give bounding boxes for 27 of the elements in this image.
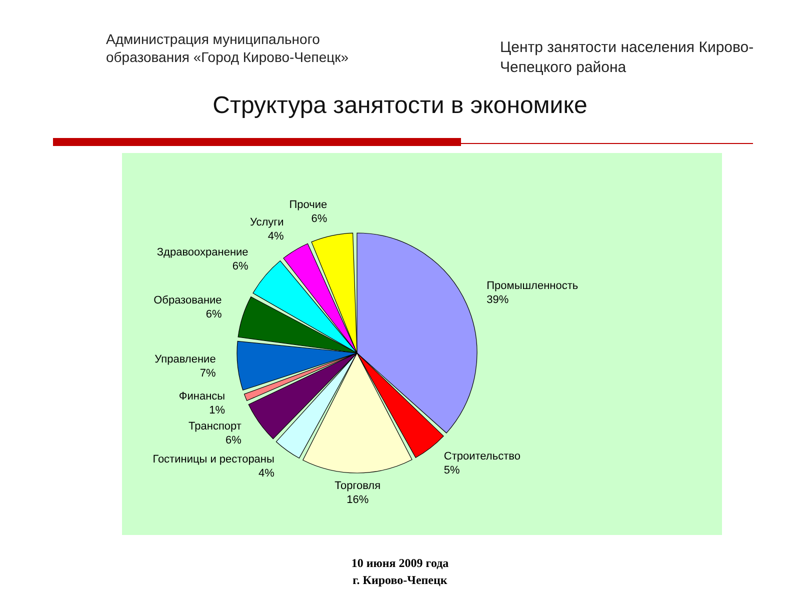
chart-title: Структура занятости в экономике xyxy=(212,92,588,120)
slice-label: Прочие xyxy=(289,199,328,212)
data-label: 4% xyxy=(268,230,284,242)
slice-label: Промышленность xyxy=(486,280,578,292)
data-label: 16% xyxy=(346,494,369,506)
data-label: 39% xyxy=(486,294,509,306)
slice-label: Строительство xyxy=(444,450,520,462)
data-label: 6% xyxy=(226,434,242,447)
slice-label: Торговля xyxy=(334,480,381,492)
data-label: 4% xyxy=(258,468,275,480)
slice-label: Финансы xyxy=(178,390,226,403)
slice-label: Управление xyxy=(154,353,216,366)
text: г. Кирово-Чепецк xyxy=(352,572,448,589)
data-label: 6% xyxy=(232,260,249,273)
slice-label: Услуги xyxy=(250,216,284,228)
slice-label: Здравоохранение xyxy=(156,246,248,259)
slice-label: Гостиницы и рестораны xyxy=(152,454,275,466)
text: Администрация муниципального образования «Город Кирово-Чепецк» xyxy=(106,30,350,66)
slice-label: Образование xyxy=(154,294,222,307)
data-label: 6% xyxy=(311,213,328,226)
data-label: 7% xyxy=(200,367,216,380)
text: Центр занятости населения Кирово-Чепецкого района xyxy=(500,38,755,78)
data-label: 5% xyxy=(444,464,460,476)
slice-label: Транспорт xyxy=(188,420,242,433)
text: 10 июня 2009 года xyxy=(350,555,450,572)
data-label: 6% xyxy=(206,308,222,321)
data-label: 1% xyxy=(209,404,226,417)
